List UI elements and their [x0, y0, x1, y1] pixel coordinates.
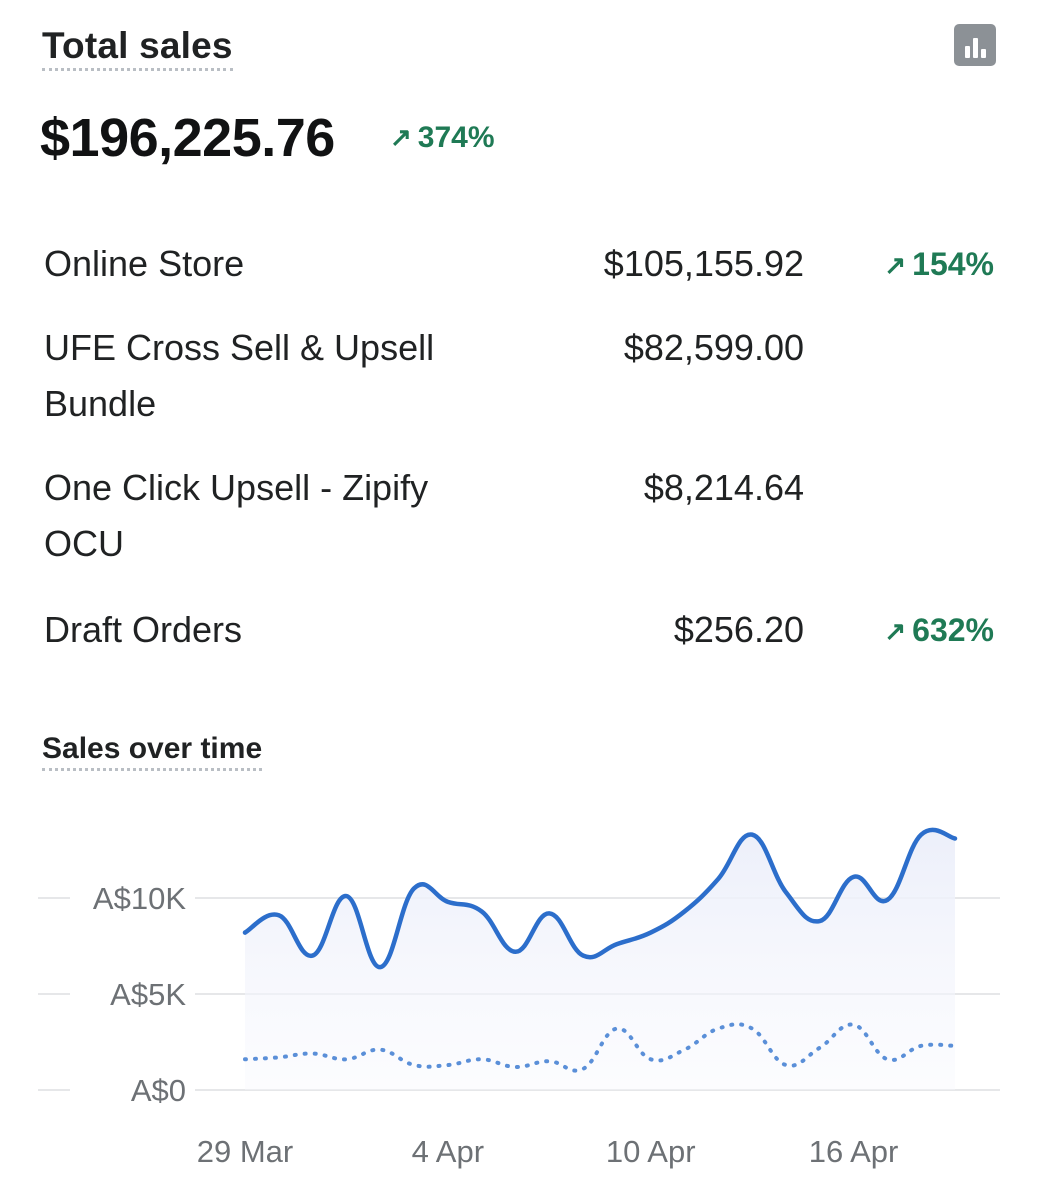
channel-value: $256.20: [673, 609, 804, 650]
channel-name: Draft Orders: [44, 609, 243, 650]
channel-change-percent: 632%: [912, 612, 994, 648]
y-tick-label-background: [70, 974, 195, 1014]
x-tick-label: 29 Mar: [197, 1134, 293, 1169]
current-series-area: [245, 829, 955, 1090]
total-sales-change: ↗ 374%: [390, 120, 495, 156]
channel-change: ↗ 154%: [884, 236, 994, 294]
y-tick-label-background: [70, 878, 195, 918]
y-tick-label: A$10K: [93, 881, 186, 916]
channel-value: $105,155.92: [603, 243, 804, 284]
x-tick-label: 16 Apr: [809, 1134, 899, 1169]
arrow-up-right-icon: ↗: [884, 250, 907, 280]
sales-over-time-chart: A$0 A$5K A$10K 29 Mar 4 Apr 10 Apr 16 Apr: [38, 827, 1000, 1169]
channel-name: Online Store: [44, 243, 245, 284]
sales-over-time-title[interactable]: Sales over time: [42, 732, 263, 771]
arrow-up-right-icon: ↗: [390, 122, 412, 152]
channel-change-percent: 154%: [912, 246, 994, 282]
y-tick-label-background: [70, 1070, 195, 1110]
x-tick-label: 10 Apr: [606, 1134, 696, 1169]
previous-period-line: [243, 1022, 957, 1073]
total-sales-title[interactable]: Total sales: [42, 26, 233, 71]
channel-value: $82,599.00: [623, 327, 804, 368]
arrow-up-right-icon: ↗: [884, 616, 907, 646]
total-change-percent: 374%: [417, 121, 495, 154]
x-tick-label: 4 Apr: [412, 1134, 484, 1169]
channel-name: One Click Upsell - Zipify OCU: [44, 467, 429, 564]
current-period-line[interactable]: [242, 827, 958, 970]
channel-change: ↗ 632%: [884, 602, 994, 660]
bar-chart-icon[interactable]: [954, 24, 996, 66]
channel-name: UFE Cross Sell & Upsell Bundle: [44, 327, 435, 424]
y-tick-label: A$5K: [110, 977, 186, 1012]
channel-value: $8,214.64: [643, 467, 804, 508]
total-sales-value: $196,225.76: [40, 108, 335, 168]
y-tick-label: A$0: [131, 1073, 186, 1108]
